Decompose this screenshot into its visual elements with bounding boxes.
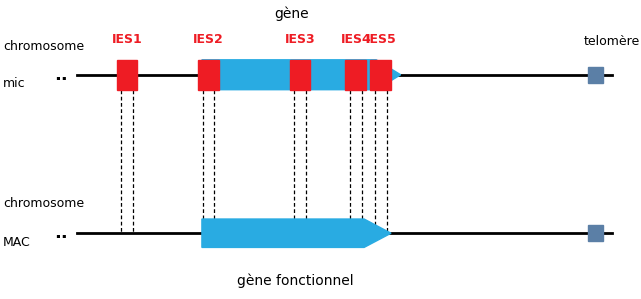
Bar xyxy=(588,225,603,242)
Text: IES2: IES2 xyxy=(193,33,224,46)
FancyArrow shape xyxy=(202,60,401,90)
Text: telomère: telomère xyxy=(584,35,640,48)
Text: ..: .. xyxy=(54,66,68,84)
Bar xyxy=(290,60,310,90)
Text: mic: mic xyxy=(3,77,26,90)
Text: chromosome: chromosome xyxy=(3,197,85,210)
Bar xyxy=(117,60,137,90)
Bar xyxy=(345,60,366,90)
Text: ..: .. xyxy=(54,224,68,242)
FancyArrow shape xyxy=(202,219,391,248)
Text: MAC: MAC xyxy=(3,236,31,249)
Bar xyxy=(370,60,391,90)
Text: IES1: IES1 xyxy=(112,33,142,46)
Text: IES3: IES3 xyxy=(285,33,315,46)
Bar xyxy=(198,60,219,90)
Text: gène: gène xyxy=(274,6,309,21)
Text: IES5: IES5 xyxy=(365,33,396,46)
Text: IES4: IES4 xyxy=(340,33,371,46)
Bar xyxy=(588,66,603,83)
Text: gène fonctionnel: gène fonctionnel xyxy=(237,274,353,288)
Text: chromosome: chromosome xyxy=(3,40,85,53)
